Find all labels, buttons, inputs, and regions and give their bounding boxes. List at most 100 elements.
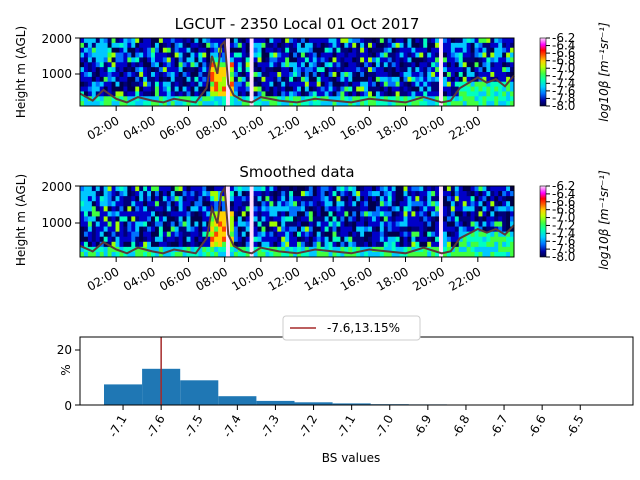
heatmap-cell (277, 72, 282, 78)
heatmap-cell (494, 81, 499, 87)
heatmap-cell (439, 186, 444, 192)
heatmap-cell (99, 67, 105, 73)
heatmap-cell (395, 221, 400, 227)
heatmap-cell (431, 236, 436, 243)
heatmap-cell (115, 91, 120, 97)
heatmap-cell (143, 251, 148, 258)
heatmap-cell (308, 52, 314, 58)
heatmap-cell (466, 76, 471, 83)
heatmap-cell (391, 67, 397, 73)
heatmap-cell (206, 211, 211, 217)
heatmap-cell (229, 186, 235, 192)
heatmap-cell (308, 231, 314, 238)
heatmap-cell (158, 96, 164, 102)
heatmap-cell (387, 38, 393, 44)
heatmap-cell (166, 91, 172, 97)
heatmap-cell (506, 101, 511, 107)
heatmap-cell (119, 241, 124, 248)
heatmap-cell (214, 91, 219, 97)
heatmap-cell (415, 216, 420, 222)
heatmap-cell (233, 211, 239, 217)
heatmap-cell (297, 241, 302, 248)
heatmap-cell (379, 52, 385, 58)
colorbar-tick-label: -7.8 (552, 242, 575, 256)
colorbar-tick-label: -7.6 (552, 84, 575, 98)
heatmap-cell (490, 91, 495, 97)
heatmap-cell (229, 76, 235, 83)
heatmap-cell (285, 47, 290, 53)
heatmap-cell (375, 236, 381, 243)
heatmap-cell (506, 91, 511, 97)
heatmap-cell (336, 47, 341, 53)
heatmap-cell (364, 52, 369, 58)
heatmap-cell (139, 251, 144, 258)
heatmap-cell (115, 236, 120, 243)
heatmap-cell (348, 246, 353, 253)
heatmap-cell (348, 221, 353, 227)
heatmap-cell (225, 236, 231, 243)
heatmap-cell (293, 72, 298, 78)
heatmap-cell (506, 96, 511, 102)
heatmap-cell (348, 251, 353, 258)
heatmap-cell (297, 251, 302, 258)
heatmap-cell (198, 62, 203, 68)
heatmap-cell (269, 67, 274, 73)
heatmap-cell (391, 251, 397, 258)
heatmap-cell (281, 246, 286, 253)
heatmap-cell (229, 42, 235, 49)
heatmap-cell (123, 91, 128, 97)
heatmap-cell (348, 216, 353, 222)
heatmap-cell (127, 76, 132, 83)
heatmap-cell (364, 216, 369, 222)
heatmap-cell (502, 221, 507, 227)
heatmap-cell (411, 52, 416, 58)
heatmap-cell (281, 57, 286, 63)
heatmap-cell (387, 231, 393, 238)
heatmap-cell (135, 81, 140, 87)
heatmap-cell (383, 38, 389, 44)
heatmap-cell (482, 241, 487, 248)
heatmap-cell (356, 226, 361, 233)
heatmap-cell (99, 91, 105, 97)
heatmap-cell (391, 236, 397, 243)
heatmap-cell (107, 236, 112, 243)
heatmap-cell (454, 216, 460, 222)
heatmap-cell (458, 221, 464, 227)
heatmap-cell (237, 67, 243, 73)
heatmap-cell (107, 251, 112, 258)
heatmap-cell (446, 72, 452, 78)
heatmap-cell (450, 231, 456, 238)
heatmap-cell (300, 38, 306, 44)
heatmap-cell (107, 246, 112, 253)
heatmap-cell (399, 241, 404, 248)
heatmap-cell (352, 186, 357, 192)
heatmap-cell (237, 91, 243, 97)
heatmap-cell (423, 38, 428, 44)
heatmap-cell (261, 42, 266, 49)
heatmap-cell (182, 72, 187, 78)
heatmap-cell (478, 241, 483, 248)
heatmap-cell (210, 62, 215, 68)
heatmap-cell (328, 216, 333, 222)
heatmap-cell (162, 221, 168, 227)
heatmap-cell (233, 201, 239, 207)
heatmap-cell (233, 96, 239, 102)
heatmap-cell (147, 231, 152, 238)
heatmap-cell (249, 216, 254, 222)
heatmap-cell (379, 236, 385, 243)
heatmap-cell (154, 57, 160, 63)
heatmap-cell (257, 72, 262, 78)
heatmap-cell (99, 211, 105, 217)
heatmap-cell (474, 76, 479, 83)
heatmap-cell (95, 191, 101, 197)
heatmap-cell (356, 96, 361, 102)
heatmap-cell (253, 57, 258, 63)
heatmap-cell (289, 72, 294, 78)
heatmap-cell (470, 231, 475, 238)
heatmap-cell (320, 62, 326, 68)
heatmap-cell (170, 47, 176, 53)
heatmap-cell (273, 57, 278, 63)
heatmap-cell (123, 101, 128, 107)
heatmap-cell (174, 47, 180, 53)
heatmap-cell (162, 211, 168, 217)
